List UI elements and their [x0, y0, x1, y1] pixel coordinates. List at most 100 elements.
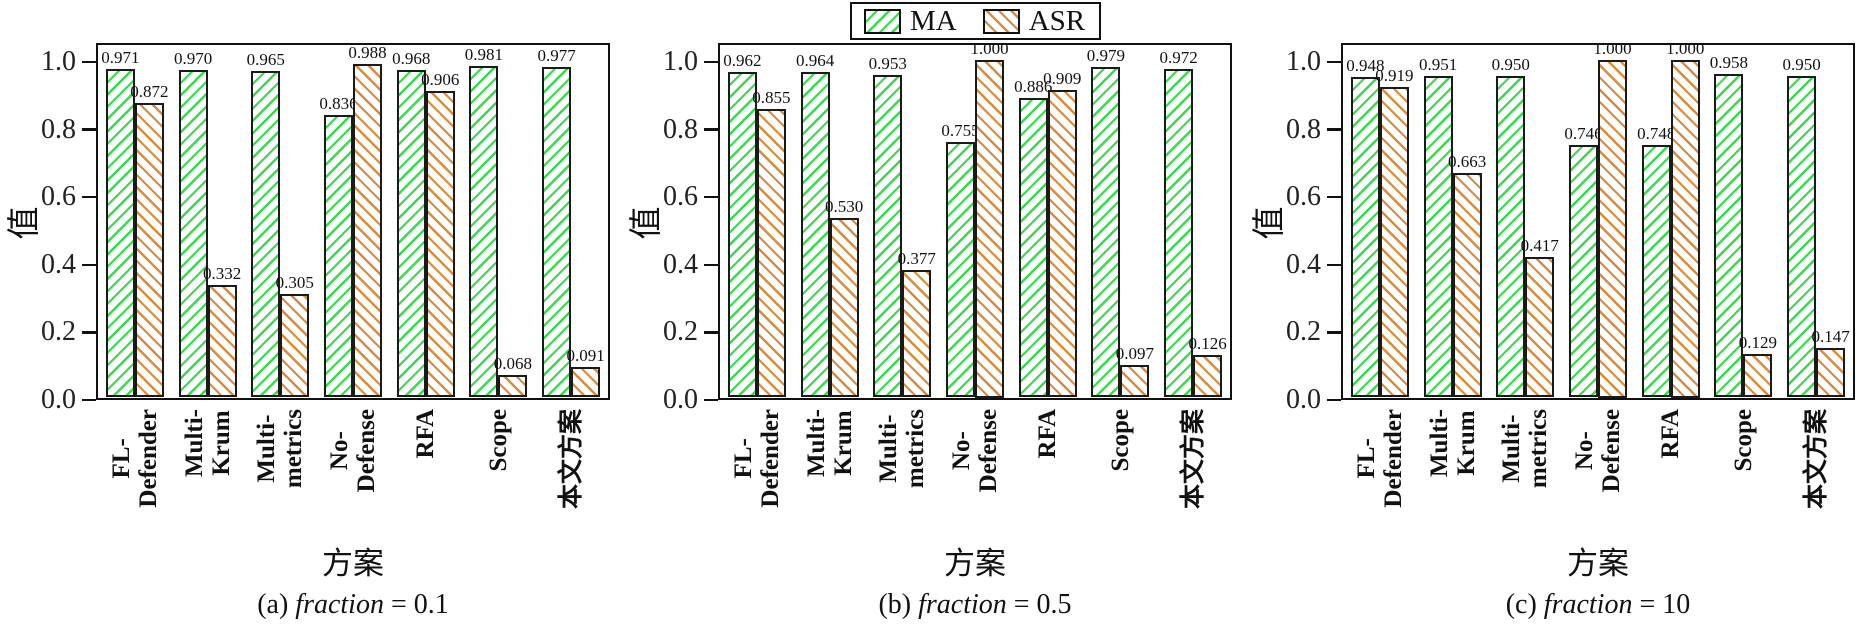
bar-value-asr-group2: 0.377	[897, 249, 936, 269]
y-tick-label: 0.6	[1286, 181, 1321, 213]
y-tick-label: 0.2	[1286, 316, 1321, 348]
x-tick-label-text: No- Defense	[948, 409, 1002, 493]
bar-asr-group6	[1193, 354, 1223, 398]
y-tick-mark	[1327, 128, 1341, 131]
bar-value-ma-group6: 0.977	[537, 46, 576, 66]
bar-ma-group1	[1423, 76, 1453, 398]
x-tick-label-text: 本文方案	[1179, 409, 1207, 510]
bar-value-asr-group2: 0.417	[1520, 235, 1559, 255]
bar-ma-group5	[1714, 73, 1744, 398]
y-tick-label: 1.0	[663, 46, 698, 77]
bar-asr-group0	[134, 102, 164, 398]
y-tick-label: 0.4	[1286, 248, 1321, 280]
y-tick-mark	[704, 128, 718, 131]
bar-asr-group1	[1452, 173, 1482, 398]
bar-ma-group2	[251, 71, 281, 398]
bar-value-asr-group4: 0.909	[1043, 69, 1082, 89]
bar-value-asr-group3: 1.000	[970, 38, 1009, 58]
bar-value-ma-group0: 0.948	[1346, 56, 1385, 76]
y-tick-label: 0.0	[1286, 384, 1321, 415]
legend-label-asr: ASR	[1028, 4, 1086, 37]
y-tick-label: 0.6	[41, 181, 76, 213]
x-tick-label-text: Multi- Krum	[180, 409, 235, 478]
bar-value-ma-group4: 0.886	[1014, 77, 1053, 97]
subplot-c: 值 方案 (c) fraction = 10 1.0 0.8 0.6 0.4 0.2 0.…	[1245, 0, 1867, 630]
bar-value-asr-group0: 0.919	[1375, 65, 1414, 85]
bar-asr-group4	[1670, 59, 1700, 398]
x-tick-label-text: Scope	[1729, 409, 1757, 472]
bar-value-asr-group2: 0.305	[275, 273, 314, 293]
bar-asr-group5	[1120, 364, 1150, 398]
bar-ma-group3	[324, 114, 353, 398]
bar-asr-group0	[756, 108, 786, 398]
x-tick-label-text: Multi- Krum	[1425, 409, 1480, 478]
y-tick-mark	[704, 263, 718, 267]
x-tick-label-text: RFA	[1657, 409, 1685, 459]
y-tick-mark	[82, 331, 96, 334]
y-tick-mark	[82, 195, 96, 199]
y-tick-mark	[1327, 331, 1341, 334]
y-tick-mark	[1327, 195, 1341, 199]
bar-value-ma-group5: 0.981	[464, 44, 504, 64]
y-tick-mark	[704, 331, 718, 334]
caption-value: = 10	[1639, 589, 1691, 620]
bar-value-ma-group4: 0.748	[1637, 123, 1676, 143]
x-tick-label-text: FL- Defender	[107, 409, 162, 508]
bar-value-asr-group0: 0.855	[752, 87, 791, 107]
bar-value-ma-group2: 0.950	[1491, 55, 1530, 75]
y-tick-label: 0.4	[663, 248, 698, 280]
x-tick-label-text: FL- Defender	[729, 409, 784, 508]
bar-value-asr-group0: 0.872	[130, 81, 169, 101]
bar-ma-group1	[178, 69, 208, 398]
bar-asr-group3	[975, 59, 1004, 398]
legend-label-ma: MA	[910, 4, 957, 37]
y-tick-mark	[82, 128, 96, 131]
caption-value: = 0.1	[390, 589, 449, 620]
bar-value-ma-group1: 0.951	[1418, 55, 1458, 75]
bar-ma-group5	[469, 65, 499, 398]
subplot-a: 值 方案 (a) fraction = 0.1 1.0 0.8 0.6 0.4 0.2 0…	[0, 0, 622, 630]
bar-value-ma-group3: 0.836	[319, 93, 358, 113]
bar-ma-group2	[1496, 76, 1526, 398]
bar-ma-group6	[1164, 68, 1194, 398]
y-tick-mark	[1327, 398, 1341, 402]
subplot-caption-c: (c) fraction = 10	[1341, 589, 1855, 621]
bar-asr-group2	[902, 270, 932, 398]
x-axis-label: 方案	[322, 546, 384, 581]
caption-fraction-word: fraction	[918, 589, 1007, 620]
caption-fraction-word: fraction	[1543, 589, 1633, 620]
y-tick-label: 0.0	[663, 384, 698, 415]
bar-asr-group6	[571, 366, 601, 398]
x-tick-label-text: Scope	[1106, 409, 1134, 472]
bar-value-asr-group3: 0.988	[348, 42, 387, 62]
bar-ma-group4	[1641, 144, 1671, 398]
bar-ma-group1	[800, 71, 830, 398]
y-tick-label: 0.8	[1286, 113, 1321, 145]
x-tick-label-text: Multi- Krum	[802, 409, 857, 478]
x-tick-label-text: Multi-metrics	[875, 409, 930, 489]
y-tick-mark	[704, 60, 718, 64]
x-tick-label-text: RFA	[412, 409, 440, 459]
bar-value-ma-group3: 0.746	[1564, 124, 1603, 144]
bar-value-ma-group1: 0.970	[173, 48, 213, 68]
y-tick-mark	[1327, 60, 1341, 64]
bar-value-asr-group6: 0.091	[566, 345, 605, 365]
bar-ma-group3	[1569, 145, 1598, 398]
subplot-caption-b: (b) fraction = 0.5	[718, 589, 1232, 621]
bar-value-asr-group5: 0.068	[493, 353, 533, 373]
bar-asr-group4	[1047, 90, 1077, 398]
x-tick-label-text: FL- Defender	[1352, 409, 1407, 508]
bar-value-ma-group6: 0.950	[1782, 55, 1821, 75]
y-tick-label: 1.0	[1286, 46, 1321, 77]
y-tick-label: 0.2	[663, 316, 698, 348]
caption-index: (c)	[1505, 589, 1537, 620]
bar-value-ma-group2: 0.965	[246, 50, 285, 70]
bar-value-asr-group1: 0.332	[202, 264, 242, 284]
bar-value-ma-group5: 0.958	[1709, 52, 1749, 72]
bar-ma-group0	[727, 72, 757, 398]
y-tick-mark	[82, 60, 96, 64]
x-tick-label-text: 本文方案	[1802, 409, 1830, 510]
y-tick-label: 0.8	[41, 113, 76, 145]
bar-value-asr-group4: 1.000	[1666, 38, 1705, 58]
